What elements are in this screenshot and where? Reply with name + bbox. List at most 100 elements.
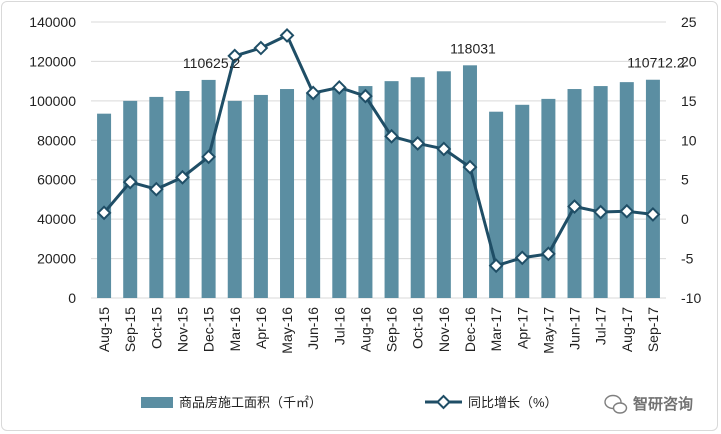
bar [619,82,634,298]
y-right-tick-label: -10 [681,290,701,306]
bar-data-label: 110625.2 [183,55,241,71]
x-tick-label: Aug-17 [619,307,635,352]
bar [280,89,295,299]
data-labels: 110625.2 118031 110712.2 [183,40,685,71]
y-left-tick-label: 140000 [29,14,76,30]
x-tick-label: May-17 [540,307,556,354]
line-marker [645,206,661,222]
legend-line-marker [436,394,451,410]
bar [175,91,190,298]
bar [201,79,216,299]
line-marker [619,203,635,219]
x-tick-label: May-16 [279,307,295,354]
line-marker [593,204,609,220]
x-tick-label: Apr-16 [253,307,269,349]
x-tick-label: Jul-17 [593,307,609,345]
x-tick-label: Jun-16 [305,307,321,350]
y-axis-left-ticks: 0 20000 40000 60000 80000 100000 120000 140000 [29,14,76,306]
y-right-tick-label: 0 [681,211,689,227]
line-marker [96,205,112,221]
bar [645,79,660,299]
line-marker [384,128,399,144]
y-right-tick-label: 5 [681,172,689,188]
bar [410,77,425,298]
line-marker [567,199,582,214]
line-markers [96,27,661,274]
x-tick-label: Oct-16 [410,307,426,349]
x-tick-label: Sep-16 [384,307,400,352]
bar [436,71,451,299]
x-tick-label: Nov-16 [436,307,452,352]
x-tick-label: Dec-16 [462,307,478,352]
growth-line [102,33,654,268]
y-right-tick-label: -5 [681,251,694,267]
bar [593,86,608,298]
line-marker [279,27,295,43]
bar [384,81,399,299]
x-tick-label: Aug-16 [357,307,373,352]
bar [567,89,582,299]
legend-bar-label: 商品房施工面积（千㎡） [179,395,322,410]
y-axis-right-ticks: -10 -5 0 5 10 15 20 25 [681,14,701,306]
y-left-tick-label: 20000 [37,251,76,267]
x-tick-label: Jun-17 [567,307,583,350]
line-marker [514,250,530,266]
y-left-tick-label: 120000 [29,53,76,69]
bar [462,65,477,298]
x-tick-label: Aug-15 [96,307,112,352]
bar [515,104,530,298]
x-tick-label: Nov-15 [174,307,190,352]
line-marker [462,159,478,175]
watermark: 智研咨询 [604,394,693,414]
legend-bar-swatch [141,397,173,408]
x-tick-label: Dec-15 [201,307,217,352]
y-left-tick-label: 60000 [37,172,76,188]
line-marker [201,149,217,165]
watermark-text: 智研咨询 [633,395,693,413]
bar [332,89,347,299]
x-axis-ticks: Aug-15 Sep-15 Oct-15 Nov-15 Dec-15 Mar-16 Apr-… [96,307,661,354]
bar [149,96,164,299]
y-right-tick-label: 25 [681,14,697,30]
x-tick-label: Apr-17 [514,307,530,349]
bar-data-label: 110712.2 [627,55,685,71]
y-left-tick-label: 40000 [37,211,76,227]
y-right-tick-label: 10 [681,132,697,148]
y-right-tick-label: 15 [681,93,697,109]
x-tick-label: Mar-16 [227,307,243,352]
y-right-tick-label: 20 [681,53,697,69]
legend: 商品房施工面积（千㎡） 同比增长（%） [141,394,558,410]
x-tick-label: Oct-15 [148,307,164,349]
line-marker [436,141,452,157]
y-left-tick-label: 0 [68,290,76,306]
line-marker [331,80,347,95]
bar [541,98,556,298]
line-marker [410,136,426,151]
line-marker [253,40,269,56]
line-marker [122,174,138,190]
bar [123,100,138,298]
line-marker [305,85,321,101]
line-marker [227,48,243,64]
x-tick-label: Sep-15 [122,307,138,352]
line-marker [358,88,373,104]
line-series [102,33,654,268]
bar-data-label: 118031 [450,40,496,56]
line-marker [488,258,504,274]
bar [358,86,373,298]
bar [306,92,321,298]
line-marker [148,181,164,197]
legend-line-label: 同比增长（%） [468,395,558,410]
wechat-logo-icon [604,394,628,414]
x-tick-label: Jul-16 [331,307,347,345]
bar-series [97,65,660,299]
y-left-tick-label: 100000 [29,93,76,109]
x-tick-label: Mar-17 [488,307,504,352]
x-tick-label: Sep-17 [645,307,661,352]
bar [253,94,268,298]
line-marker [175,169,190,185]
y-left-tick-label: 80000 [37,132,76,148]
bar [227,100,242,298]
